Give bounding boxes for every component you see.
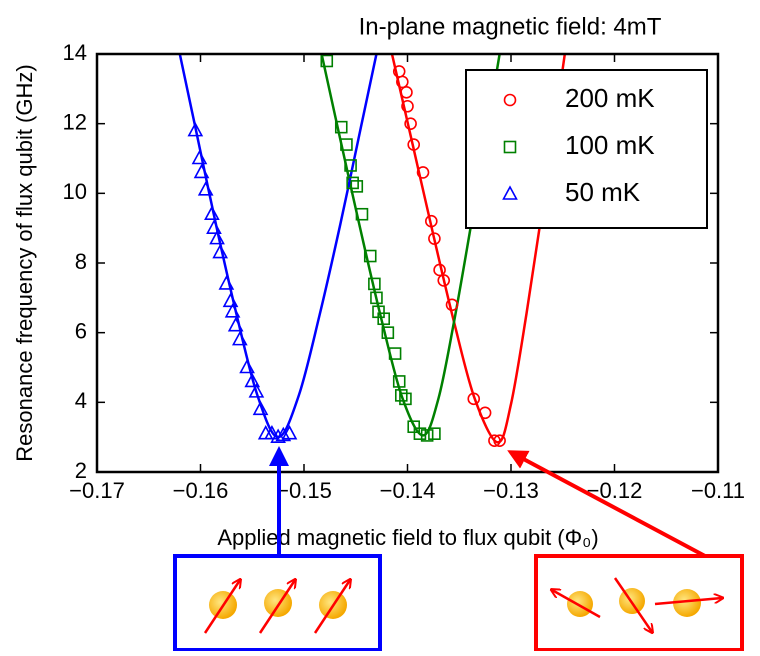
data-point bbox=[320, 54, 334, 68]
data-point bbox=[407, 138, 421, 151]
y-tick-label: 2 bbox=[75, 458, 87, 483]
data-point bbox=[197, 181, 214, 196]
data-point bbox=[275, 426, 292, 442]
aligned-spins-box bbox=[173, 554, 382, 652]
data-point bbox=[399, 392, 412, 406]
data-point bbox=[252, 400, 269, 416]
data-point bbox=[488, 434, 501, 447]
x-tick-label: −0.16 bbox=[173, 478, 229, 503]
data-point bbox=[392, 375, 406, 388]
plot-area: −0.17 −0.16 −0.15 −0.14 −0.13 −0.12 −0.1124681… bbox=[63, 40, 746, 503]
y-tick-label: 4 bbox=[75, 388, 87, 413]
data-point bbox=[222, 292, 239, 308]
disordered-spins-box bbox=[534, 554, 744, 652]
fit-curve bbox=[178, 54, 378, 439]
data-point bbox=[428, 232, 441, 245]
x-tick-label: −0.14 bbox=[380, 478, 436, 503]
y-axis-label: Resonance frequency of flux qubit (GHz) bbox=[12, 64, 37, 461]
data-point bbox=[420, 429, 434, 442]
data-point bbox=[224, 303, 241, 318]
y-tick-label: 12 bbox=[63, 109, 87, 134]
data-point bbox=[388, 347, 402, 360]
data-point bbox=[191, 149, 208, 165]
data-point bbox=[218, 275, 235, 290]
data-point bbox=[400, 86, 413, 99]
x-tick-label: −0.17 bbox=[69, 478, 125, 503]
data-point bbox=[493, 434, 506, 447]
y-tick-label: 6 bbox=[75, 318, 87, 343]
data-point bbox=[425, 214, 438, 228]
chart-title: In-plane magnetic field: 4mT bbox=[359, 13, 662, 40]
legend-marker bbox=[503, 93, 517, 107]
data-point bbox=[467, 392, 481, 406]
aligned-spins bbox=[203, 580, 350, 634]
data-point bbox=[401, 99, 414, 113]
y-tick-label: 10 bbox=[63, 179, 87, 204]
data-point bbox=[212, 243, 229, 259]
legend-label: 50 mK bbox=[565, 177, 641, 207]
data-point bbox=[344, 159, 357, 172]
data-point bbox=[368, 277, 381, 291]
data-point bbox=[340, 138, 353, 151]
data-point bbox=[227, 317, 244, 332]
y-tick-label: 14 bbox=[63, 40, 87, 65]
data-point bbox=[404, 117, 417, 130]
x-tick-label: −0.13 bbox=[483, 478, 539, 503]
data-point bbox=[394, 389, 408, 402]
data-point bbox=[413, 427, 427, 440]
data-point bbox=[377, 312, 390, 326]
legend-marker bbox=[503, 140, 517, 154]
data-point bbox=[437, 274, 451, 287]
x-tick-label: −0.11 bbox=[691, 478, 745, 503]
legend: 200 mK 100 mK 50 mK bbox=[465, 69, 708, 229]
legend-marker bbox=[502, 185, 518, 200]
legend-label: 200 mK bbox=[565, 83, 655, 113]
x-axis-label: Applied magnetic field to flux qubit (Φ₀… bbox=[217, 525, 598, 550]
data-point bbox=[381, 326, 395, 339]
disordered-spins bbox=[552, 577, 722, 632]
data-point bbox=[204, 205, 220, 221]
data-point bbox=[346, 176, 359, 190]
data-point bbox=[396, 75, 409, 89]
data-point bbox=[244, 372, 261, 388]
data-point bbox=[433, 263, 446, 277]
data-point bbox=[206, 219, 222, 234]
data-point bbox=[478, 406, 492, 420]
x-tick-label: −0.15 bbox=[276, 478, 332, 503]
data-point bbox=[231, 330, 248, 346]
data-point bbox=[264, 425, 280, 440]
data-point bbox=[209, 229, 225, 245]
y-tick-label: 8 bbox=[75, 249, 87, 274]
data-point bbox=[355, 207, 369, 221]
data-point bbox=[416, 166, 430, 179]
data-point bbox=[193, 163, 210, 179]
data-point bbox=[239, 358, 255, 374]
data-point bbox=[334, 120, 348, 134]
pointer-arrow bbox=[507, 450, 706, 558]
data-point bbox=[248, 383, 265, 398]
data-point bbox=[350, 180, 364, 193]
data-point bbox=[363, 249, 377, 263]
data-point bbox=[270, 428, 286, 443]
data-point bbox=[445, 298, 459, 312]
legend-label: 100 mK bbox=[565, 130, 655, 160]
data-point bbox=[187, 121, 204, 137]
data-point bbox=[370, 291, 383, 305]
data-point bbox=[281, 425, 298, 440]
data-point bbox=[428, 427, 441, 440]
